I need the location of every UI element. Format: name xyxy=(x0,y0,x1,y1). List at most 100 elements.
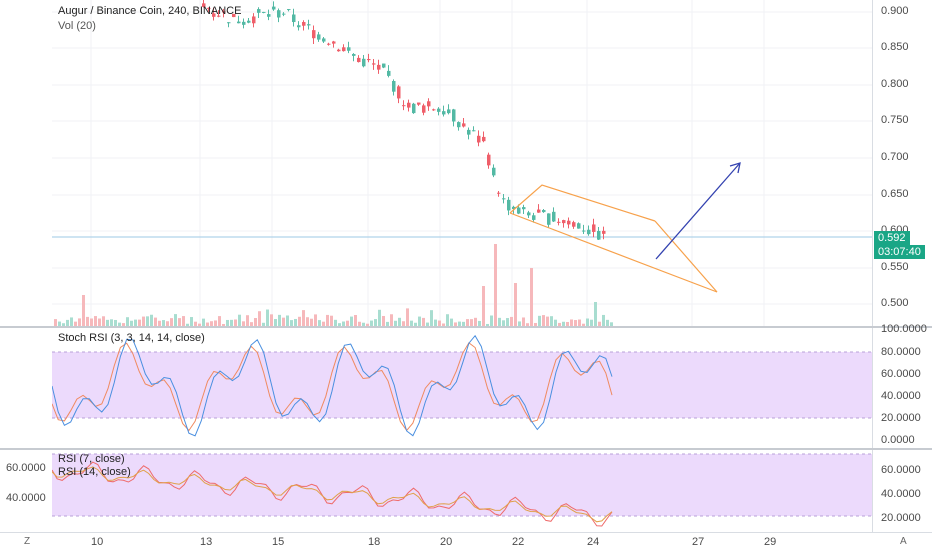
volume-bar xyxy=(74,321,77,326)
price-tick: 0.900 xyxy=(881,5,909,17)
volume-bar xyxy=(578,319,581,326)
rsi-tick: 60.0000 xyxy=(881,464,921,476)
volume-bar xyxy=(454,322,457,326)
price-axis[interactable]: 0.900 0.850 0.800 0.750 0.700 0.650 0.600 0.550… xyxy=(872,0,932,326)
volume-bar xyxy=(82,295,85,326)
volume-bar xyxy=(362,322,365,326)
price-tick: 0.700 xyxy=(881,151,909,163)
stoch-rsi-pane[interactable]: Stoch RSI (3, 3, 14, 14, close) xyxy=(52,328,872,448)
candle-body xyxy=(382,63,386,68)
stoch-rsi-chart[interactable] xyxy=(52,328,872,448)
candle-body xyxy=(277,10,281,18)
volume-bar xyxy=(318,320,321,326)
rsi14-line xyxy=(52,466,613,523)
candle-body xyxy=(327,43,331,45)
volume-bar xyxy=(66,319,69,326)
stoch-tick: 20.0000 xyxy=(881,412,921,424)
rsi-band xyxy=(52,454,872,516)
volume-bar xyxy=(122,323,125,326)
candle-body xyxy=(427,101,431,107)
candle-body xyxy=(357,57,361,63)
volume-bar xyxy=(246,315,249,326)
candle-body xyxy=(202,3,206,7)
candle-body xyxy=(297,25,301,28)
price-chart[interactable] xyxy=(52,0,872,326)
candle-body xyxy=(477,135,481,143)
volume-bar xyxy=(234,319,237,326)
candle-body xyxy=(512,206,516,210)
rsi-pane[interactable]: RSI (7, close) RSI (14, close) xyxy=(52,450,872,532)
candle-body xyxy=(332,41,336,44)
volume-bar xyxy=(274,319,277,326)
volume-bar xyxy=(486,323,489,326)
volume-bar xyxy=(570,319,573,326)
volume-bar xyxy=(302,310,305,326)
volume-bar xyxy=(154,317,157,326)
volume-bar xyxy=(266,309,269,326)
volume-bar xyxy=(58,321,61,326)
date-tick: 20 xyxy=(440,536,453,548)
volume-bar xyxy=(150,314,153,326)
price-tick: 0.500 xyxy=(881,297,909,309)
candle-body xyxy=(342,47,346,52)
price-pane[interactable]: Augur / Binance Coin, 240, BINANCE Vol (… xyxy=(52,0,872,326)
stoch-tick: 60.0000 xyxy=(881,368,921,380)
candle-body xyxy=(442,111,446,115)
volume-bar xyxy=(458,321,461,326)
volume-bar xyxy=(442,323,445,326)
candle-body xyxy=(527,212,531,216)
chart-title: Augur / Binance Coin, 240, BINANCE xyxy=(58,5,242,17)
rsi-chart[interactable] xyxy=(52,450,872,532)
candle-body xyxy=(237,21,241,24)
volume-bar xyxy=(194,321,197,326)
volume-bar xyxy=(138,319,141,326)
candle-body xyxy=(507,199,511,211)
candle-body xyxy=(577,223,581,229)
zoom-reset-button[interactable]: Z xyxy=(24,536,31,547)
stoch-tick: 0.0000 xyxy=(881,434,915,446)
candle-body xyxy=(492,167,496,176)
candle-body xyxy=(522,207,526,210)
pane-separator[interactable] xyxy=(0,326,932,328)
candle-body xyxy=(437,108,441,112)
candle-body xyxy=(247,20,251,23)
auto-scale-button[interactable]: A xyxy=(900,536,907,547)
volume-bar xyxy=(470,319,473,326)
volume-bar xyxy=(110,319,113,326)
candle-body xyxy=(267,14,271,17)
volume-bar xyxy=(422,317,425,326)
candle-body xyxy=(402,105,406,107)
volume-bar xyxy=(214,320,217,326)
candle-body xyxy=(212,13,216,17)
volume-bar xyxy=(114,319,117,326)
volume-bar xyxy=(338,323,341,326)
candle-body xyxy=(417,102,421,105)
volume-bar xyxy=(558,322,561,326)
candle-body xyxy=(502,198,506,200)
volume-bar xyxy=(126,317,129,326)
volume-bar xyxy=(466,319,469,326)
volume-bar xyxy=(482,286,485,326)
stoch-axis[interactable]: 100.0000 80.0000 60.0000 40.0000 20.0000 0.00… xyxy=(872,323,932,448)
pane-separator[interactable] xyxy=(0,448,932,450)
volume-bar xyxy=(414,322,417,326)
time-axis[interactable]: Z A 10 13 15 18 20 22 24 27 29 xyxy=(0,532,932,551)
volume-bar xyxy=(202,318,205,326)
rsi-axis[interactable]: 60.0000 40.0000 20.0000 xyxy=(872,450,932,532)
candle-body xyxy=(217,15,221,17)
volume-bar xyxy=(178,318,181,326)
volume-bar xyxy=(162,320,165,326)
volume-bar xyxy=(250,322,253,326)
volume-bar xyxy=(166,321,169,326)
candle-body xyxy=(422,105,426,113)
stoch-d-line xyxy=(52,342,613,432)
date-tick: 15 xyxy=(272,536,285,548)
rsi-left-tick: 60.0000 xyxy=(6,462,46,474)
candle-body xyxy=(602,230,606,234)
volume-bar xyxy=(374,319,377,326)
candle-body xyxy=(307,24,311,26)
volume-bar xyxy=(146,316,149,326)
date-tick: 10 xyxy=(91,536,104,548)
candle-body xyxy=(457,122,461,128)
candle-body xyxy=(412,103,416,114)
